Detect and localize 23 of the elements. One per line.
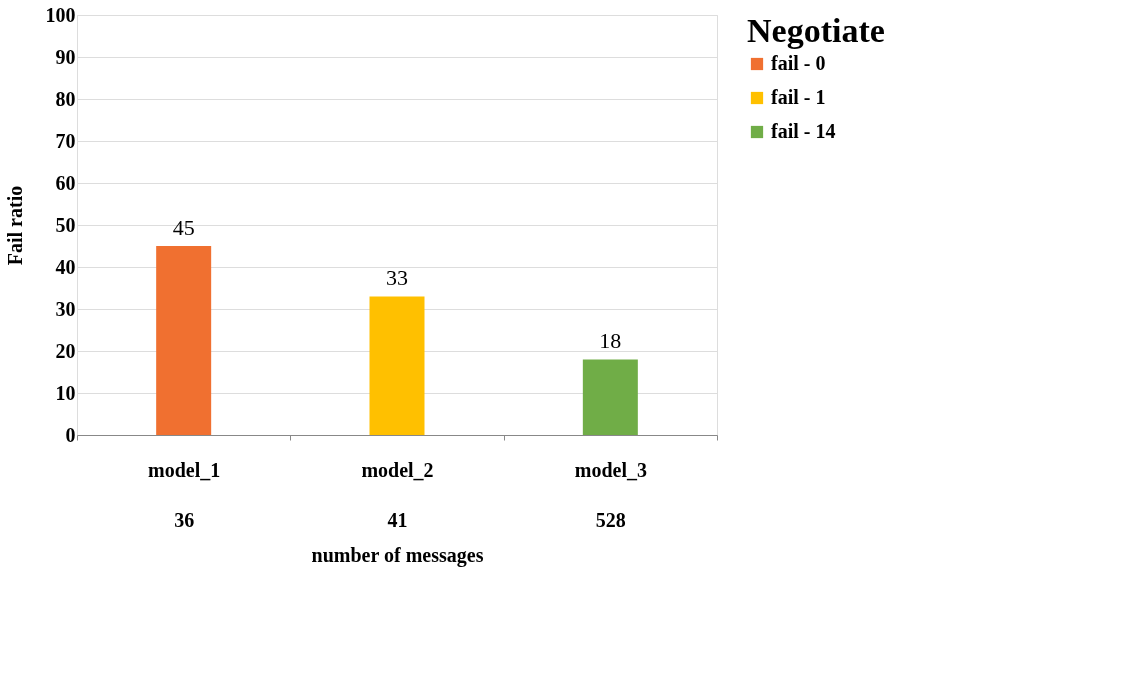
data-label: 33 bbox=[386, 265, 408, 291]
y-tick-label: 30 bbox=[55, 297, 76, 320]
y-tick-label: 0 bbox=[65, 423, 76, 446]
y-tick-label: 10 bbox=[55, 381, 76, 404]
y-tick-label: 60 bbox=[55, 171, 76, 194]
category-label: model_3 528 bbox=[574, 458, 647, 531]
y-tick-label: 70 bbox=[55, 129, 76, 152]
legend-label: fail - 1 bbox=[771, 86, 826, 108]
legend-label: fail - 0 bbox=[771, 52, 826, 74]
category-label: model_1 36 bbox=[148, 458, 221, 531]
y-tick-label: 20 bbox=[55, 339, 76, 362]
y-tick-label: 100 bbox=[45, 3, 76, 26]
y-tick-label: 90 bbox=[55, 45, 76, 68]
category-label: model_2 41 bbox=[361, 458, 434, 531]
data-label: 18 bbox=[599, 328, 622, 354]
data-label: 45 bbox=[172, 215, 195, 240]
legend-title: Negotiate bbox=[747, 12, 885, 49]
x-axis-title: number of messages bbox=[311, 543, 484, 567]
y-tick-label: 50 bbox=[55, 213, 76, 236]
y-axis-title: Fail ratio bbox=[3, 185, 26, 266]
y-tick-label: 80 bbox=[55, 87, 76, 110]
y-tick-label: 40 bbox=[55, 255, 76, 278]
legend-label: fail - 14 bbox=[771, 120, 836, 142]
